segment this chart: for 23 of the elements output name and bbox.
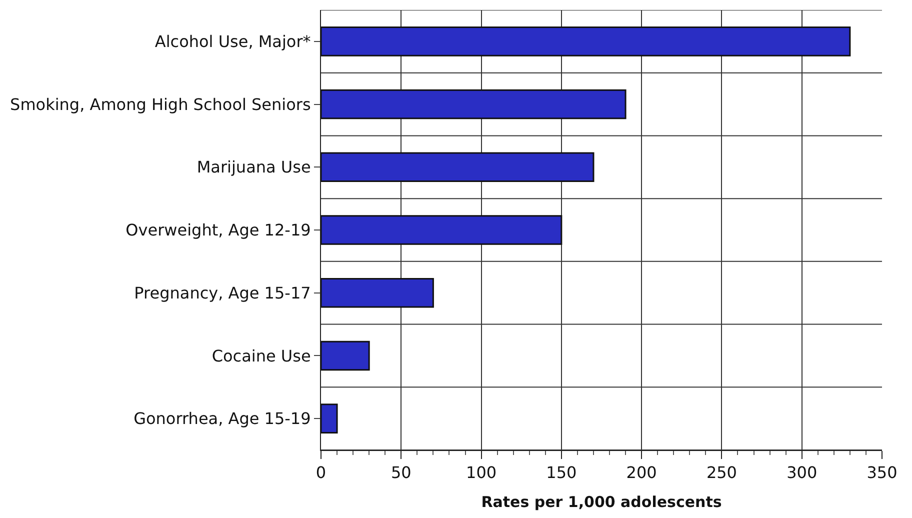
bar (321, 340, 370, 371)
x-tick-label: 100 (466, 463, 497, 482)
bar (321, 26, 851, 56)
y-tick-label: Marijuana Use (196, 158, 311, 177)
y-tick-label: Smoking, Among High School Seniors (10, 94, 311, 114)
y-tick-label: Alcohol Use, Major* (154, 32, 311, 52)
x-tick-label: 300 (786, 463, 818, 482)
x-tick-label: 250 (706, 463, 737, 482)
x-tick-label: 50 (390, 463, 412, 482)
y-tick-label: Cocaine Use (212, 346, 311, 366)
y-tick-label: Gonorrhea, Age 15-19 (134, 409, 311, 428)
y-tick-label: Pregnancy, Age 15-17 (134, 283, 311, 302)
y-tick-label: Overweight, Age 12-19 (126, 220, 311, 240)
x-tick-label: 150 (546, 463, 577, 482)
bar (321, 278, 434, 308)
x-tick-label: 350 (866, 463, 898, 482)
x-tick-label: 0 (316, 463, 326, 482)
bar (321, 89, 626, 120)
bar (321, 152, 594, 182)
bar (321, 215, 562, 245)
x-tick-label: 200 (626, 463, 657, 482)
bar (321, 404, 338, 434)
x-axis-title: Rates per 1,000 adolescents (481, 493, 722, 512)
